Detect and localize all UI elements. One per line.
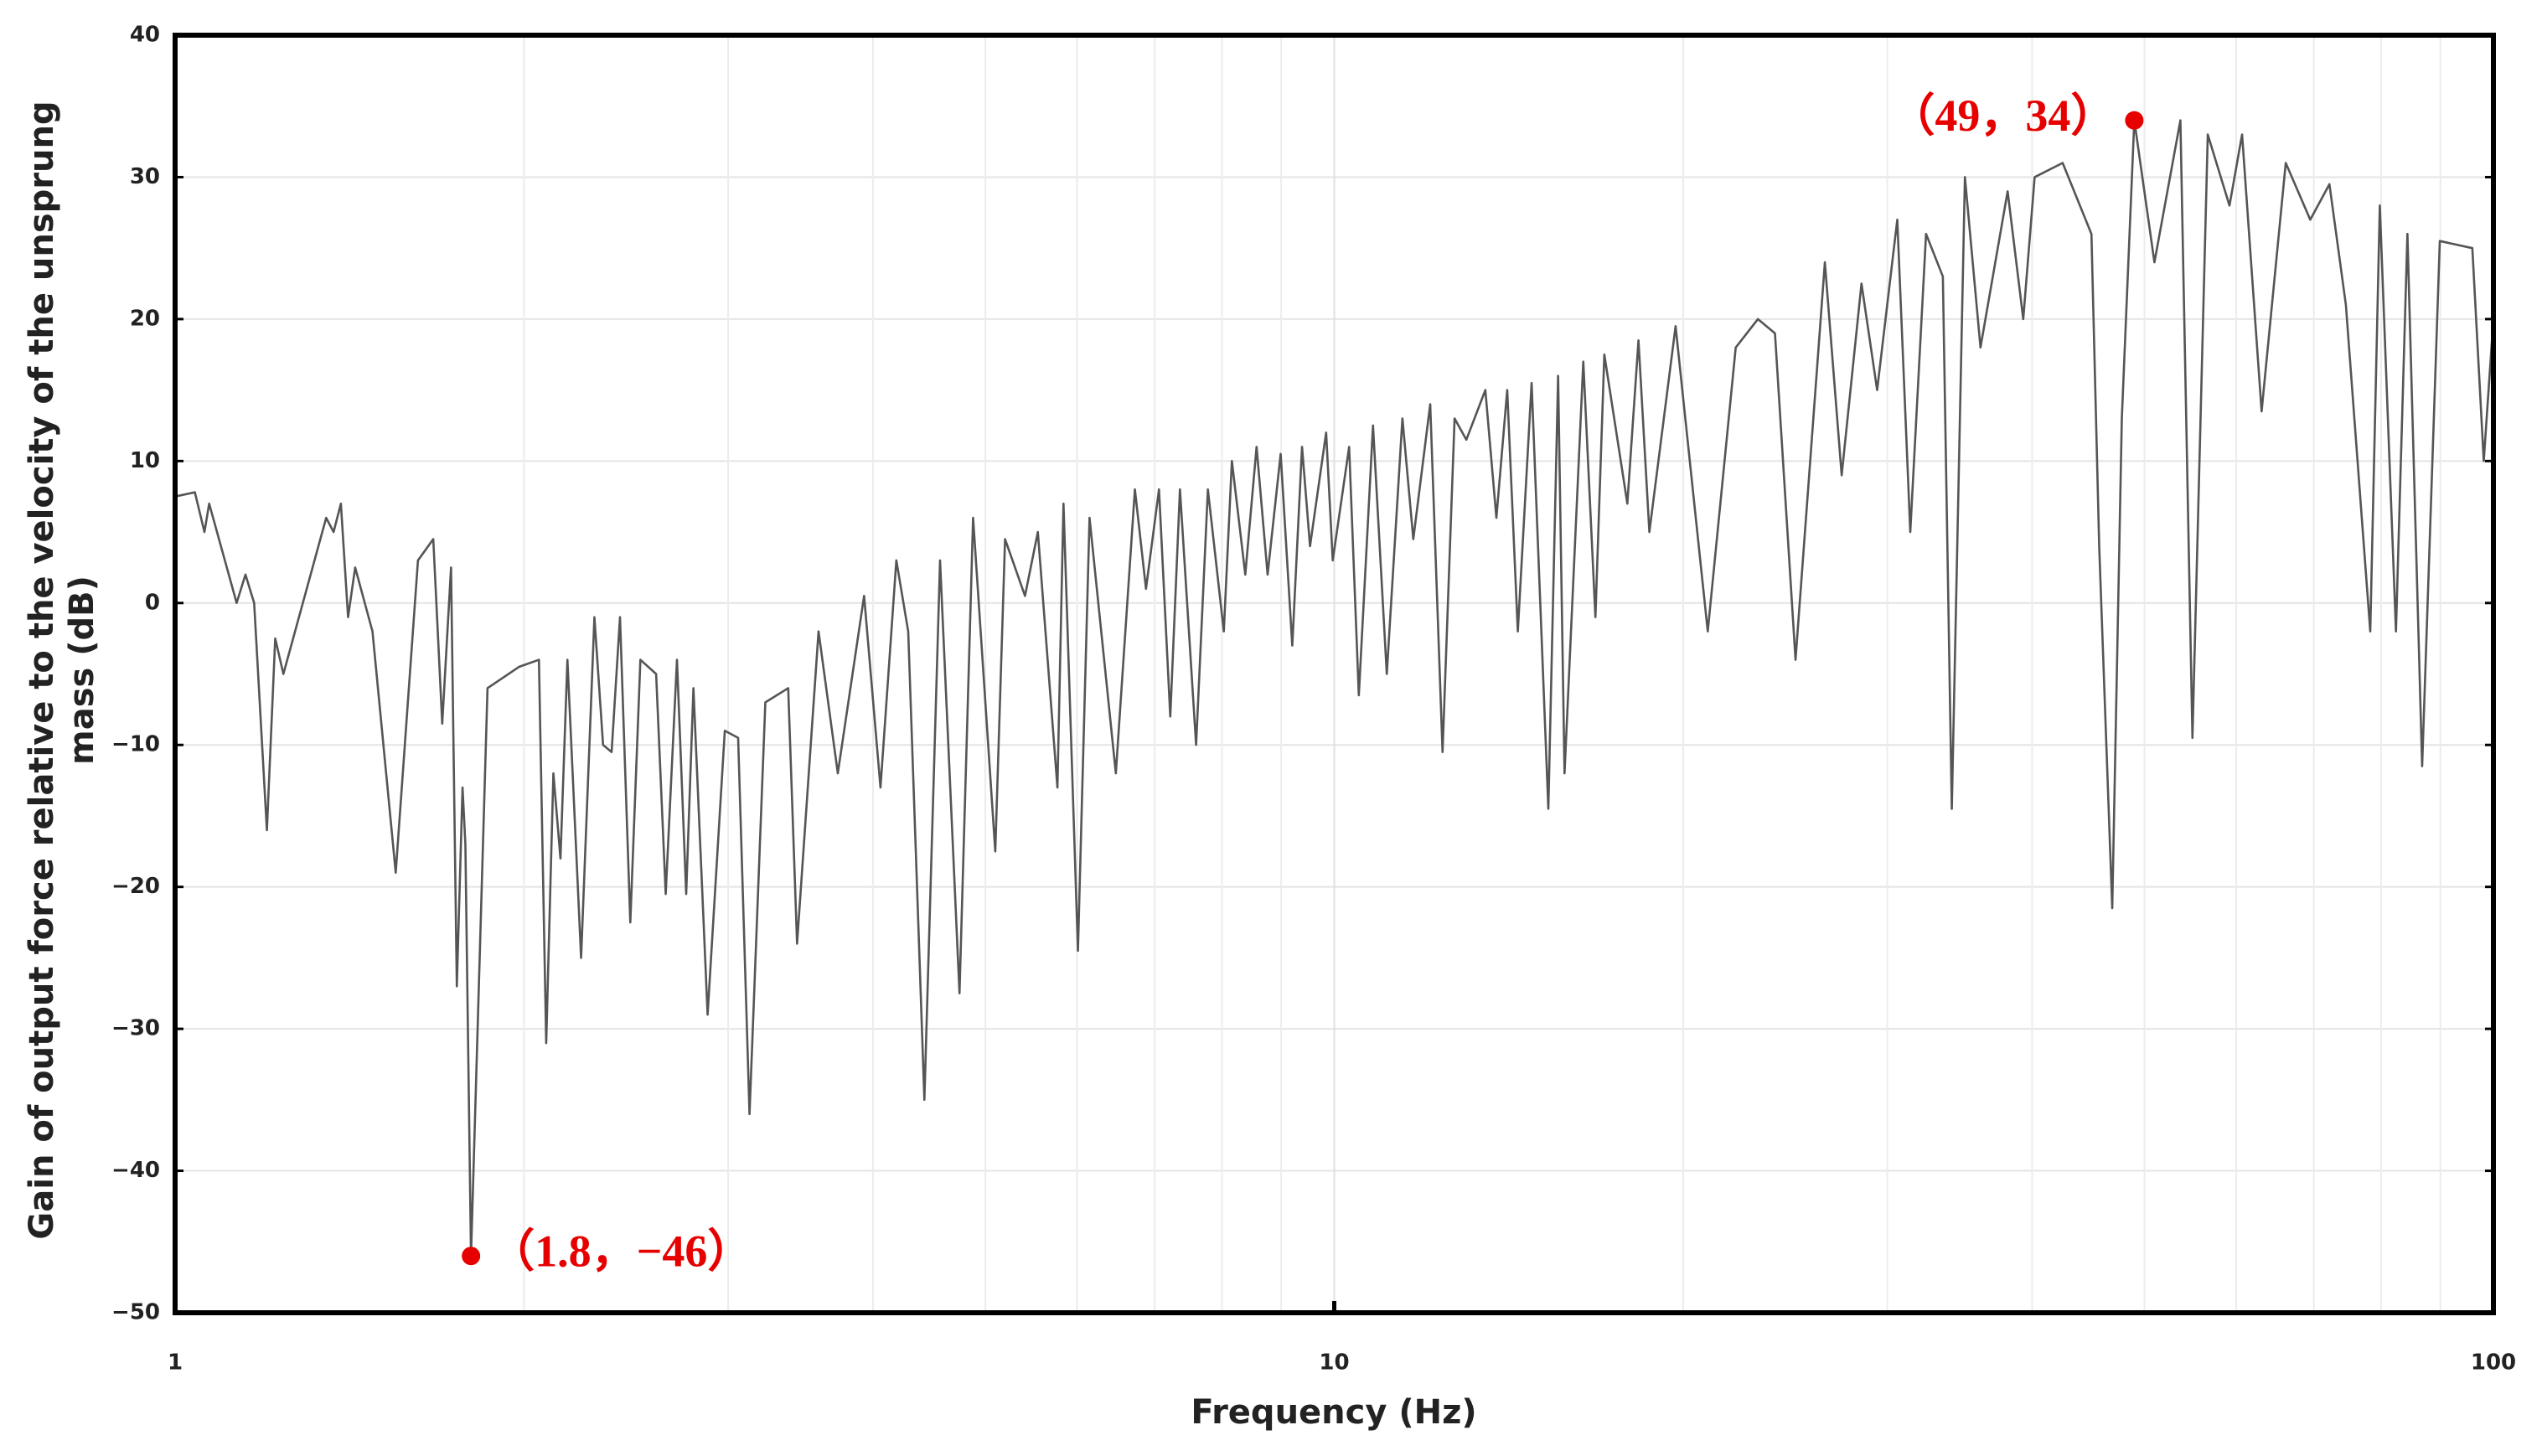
y-tick-label: −50 — [111, 1300, 160, 1325]
y-tick-label: 10 — [130, 448, 160, 473]
y-axis-label: Gain of output force relative to the vel… — [23, 101, 61, 1239]
annotation-point — [462, 1247, 481, 1266]
y-axis-label: mass (dB) — [63, 576, 101, 765]
annotation-label: （1.8，−46） — [489, 1226, 752, 1277]
x-tick-label: 100 — [2471, 1350, 2516, 1376]
y-tick-label: −30 — [111, 1016, 160, 1041]
y-tick-label: −20 — [111, 874, 160, 899]
y-tick-label: 0 — [145, 590, 160, 615]
y-tick-label: −10 — [111, 732, 160, 757]
y-tick-label: 40 — [130, 23, 160, 48]
plot — [174, 119, 2495, 1257]
y-tick-label: 20 — [130, 306, 160, 331]
y-tick-label: 30 — [130, 164, 160, 189]
annotation-label: （49，34） — [1889, 90, 2116, 141]
y-tick-label: −40 — [111, 1158, 160, 1183]
labels: −50 −40 −30 −20 −10 0 10 20 30 40 1 10 100 （49，34） （1.… — [111, 23, 2516, 1376]
annotation-point — [2125, 111, 2144, 130]
line — [174, 119, 2495, 1257]
x-tick-label: 1 — [168, 1350, 183, 1376]
x-tick-label: 10 — [1319, 1350, 1349, 1376]
x-axis-label: Frequency (Hz) — [1191, 1393, 1476, 1432]
